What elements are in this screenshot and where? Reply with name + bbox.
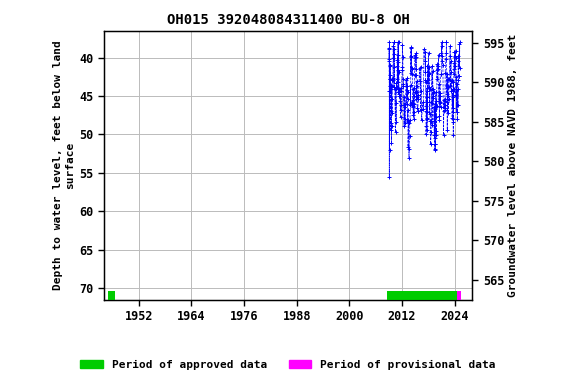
Y-axis label: Groundwater level above NAVD 1988, feet: Groundwater level above NAVD 1988, feet [508, 33, 518, 297]
Title: OH015 392048084311400 BU-8 OH: OH015 392048084311400 BU-8 OH [166, 13, 410, 27]
Y-axis label: Depth to water level, feet below land
surface: Depth to water level, feet below land su… [53, 40, 75, 290]
Legend: Period of approved data, Period of provisional data: Period of approved data, Period of provi… [76, 356, 500, 375]
